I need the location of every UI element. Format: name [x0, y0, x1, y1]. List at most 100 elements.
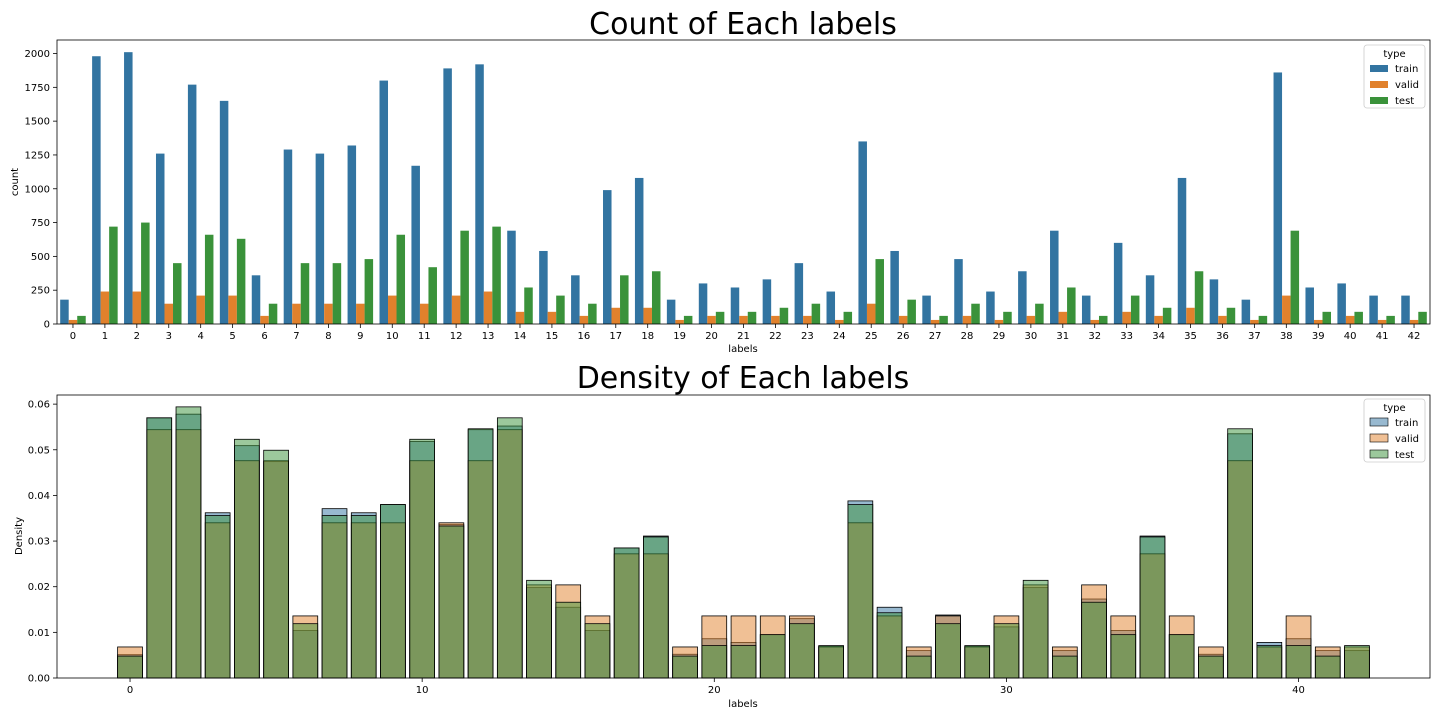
y-tick-label: 1250: [25, 150, 50, 161]
bar-test-37: [1258, 315, 1268, 324]
hist-bar-test-2: [175, 406, 202, 679]
bar-test-0: [77, 315, 86, 324]
y-tick-label: 0: [44, 320, 50, 331]
bar-train-9: [347, 145, 357, 324]
bar-valid-8: [324, 303, 333, 324]
hist-bar-test-10: [409, 438, 435, 679]
bar-valid-24: [835, 319, 844, 324]
bar-valid-41: [1377, 319, 1387, 324]
y-tick-label: 0.00: [28, 674, 50, 685]
x-tick-label: 34: [1152, 331, 1165, 342]
x-tick-label: 27: [929, 331, 942, 342]
bar-train-22: [762, 279, 772, 324]
bar-test-13: [492, 226, 501, 324]
legend-title: type: [1383, 49, 1405, 60]
hist-bar-test-42: [1344, 645, 1370, 679]
bar-train-31: [1050, 230, 1059, 324]
bar-test-21: [747, 311, 757, 324]
hist-bar-test-24: [818, 645, 844, 679]
x-tick-label: 13: [482, 331, 495, 342]
bar-test-39: [1322, 311, 1332, 324]
bar-test-24: [843, 311, 853, 324]
x-tick-label: 0: [127, 685, 133, 696]
bar-test-28: [971, 303, 980, 324]
y-tick-label: 0.03: [28, 537, 50, 548]
hist-bar-test-31: [1022, 579, 1049, 679]
bar-test-17: [620, 275, 629, 324]
bar-test-38: [1290, 230, 1300, 324]
y-tick-label: 250: [31, 286, 50, 297]
bar-train-4: [187, 84, 197, 324]
bar-train-25: [858, 141, 867, 324]
bar-valid-32: [1090, 319, 1099, 324]
hist-bar-test-9: [380, 504, 406, 679]
x-tick-label: 28: [961, 331, 974, 342]
bar-train-17: [603, 190, 612, 324]
bar-valid-17: [611, 307, 621, 324]
legend-label-train: train: [1395, 418, 1418, 429]
bar-test-31: [1067, 287, 1076, 324]
x-tick-label: 20: [708, 685, 721, 696]
bar-valid-38: [1282, 295, 1291, 324]
bar-valid-10: [388, 295, 397, 324]
legend-label-valid: valid: [1395, 80, 1419, 91]
bar-train-14: [507, 230, 516, 324]
hist-bar-test-19: [672, 655, 698, 679]
x-tick-label: 20: [705, 331, 718, 342]
hist-bar-test-28: [935, 623, 961, 679]
hist-bar-test-16: [584, 623, 611, 679]
bar-test-12: [460, 230, 469, 324]
bar-valid-4: [196, 295, 205, 324]
density-chart-xlabel: labels: [728, 699, 757, 710]
bar-valid-35: [1186, 307, 1195, 324]
bar-train-3: [155, 153, 165, 324]
bar-test-29: [1003, 311, 1012, 324]
x-tick-label: 24: [833, 331, 846, 342]
legend-label-test: test: [1395, 96, 1414, 107]
bar-train-41: [1369, 295, 1378, 324]
hist-bar-test-29: [964, 645, 991, 679]
hist-bar-test-25: [847, 504, 874, 679]
bar-train-6: [251, 275, 261, 324]
bar-valid-14: [515, 311, 525, 324]
bar-train-13: [475, 64, 484, 324]
legend-box: [1363, 44, 1426, 109]
y-tick-label: 750: [31, 218, 50, 229]
bar-test-14: [524, 287, 533, 324]
x-tick-label: 3: [166, 331, 172, 342]
x-tick-label: 4: [197, 331, 203, 342]
hist-bar-test-11: [438, 525, 465, 679]
bar-valid-40: [1345, 315, 1355, 324]
bar-test-34: [1162, 307, 1172, 324]
x-tick-label: 41: [1376, 331, 1389, 342]
y-tick-label: 0.04: [28, 491, 50, 502]
hist-bar-test-18: [643, 536, 669, 679]
bar-train-8: [315, 153, 325, 324]
bar-valid-12: [451, 295, 461, 324]
x-tick-label: 39: [1312, 331, 1325, 342]
hist-bar-test-14: [526, 579, 552, 679]
hist-bar-test-8: [350, 515, 377, 679]
bar-train-33: [1113, 242, 1123, 324]
x-tick-label: 2: [134, 331, 140, 342]
bar-train-27: [922, 295, 931, 324]
density-chart: 0 10 20 30 40 0.00 0.01 0.02 0.03 0.04 0.05 0.06 typ…: [28, 394, 1431, 696]
hist-bar-test-23: [789, 623, 815, 679]
bar-train-39: [1305, 287, 1314, 324]
hist-bar-test-27: [905, 655, 932, 679]
hist-bar-test-33: [1081, 601, 1107, 679]
bar-valid-7: [292, 303, 301, 324]
bar-valid-15: [547, 311, 557, 324]
x-tick-label: 31: [1056, 331, 1069, 342]
bar-valid-9: [356, 303, 365, 324]
bar-test-15: [556, 295, 565, 324]
x-tick-label: 30: [1000, 685, 1013, 696]
x-tick-label: 1: [102, 331, 108, 342]
bar-train-36: [1209, 279, 1219, 324]
hist-bar-test-35: [1139, 536, 1166, 679]
bar-valid-42: [1409, 319, 1419, 324]
x-tick-label: 18: [641, 331, 654, 342]
bar-valid-20: [707, 315, 716, 324]
hist-bar-test-4: [234, 438, 260, 679]
